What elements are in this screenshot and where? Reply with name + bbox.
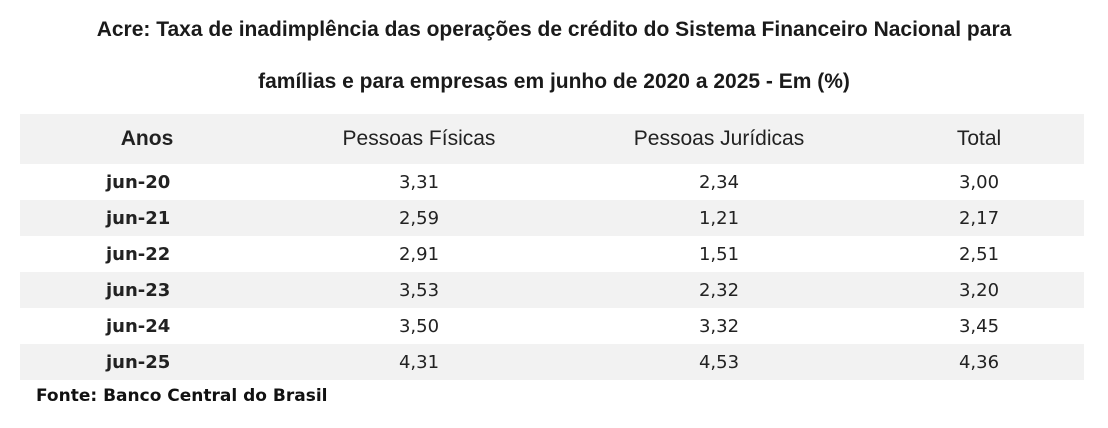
table-header-row: Anos Pessoas Físicas Pessoas Jurídicas T… [20,114,1084,164]
cell-total: 3,20 [874,272,1084,308]
cell-pessoas-fisicas: 3,53 [274,272,564,308]
table-row: jun-22 2,91 1,51 2,51 [20,236,1084,272]
cell-year: jun-25 [20,344,274,380]
chart-title-line-2: famílias e para empresas em junho de 202… [258,70,850,93]
header-pessoas-fisicas: Pessoas Físicas [274,114,564,164]
cell-pessoas-juridicas: 2,32 [564,272,874,308]
cell-total: 4,36 [874,344,1084,380]
table-row: jun-21 2,59 1,21 2,17 [20,200,1084,236]
cell-total: 2,17 [874,200,1084,236]
cell-pessoas-juridicas: 1,51 [698,243,740,265]
source-note: Fonte: Banco Central do Brasil [36,386,328,406]
cell-year: jun-23 [20,272,274,308]
header-anos: Anos [20,114,274,164]
table-row: jun-23 3,53 2,32 3,20 [20,272,1084,308]
header-total: Total [874,114,1084,164]
cell-pessoas-juridicas: 3,32 [698,315,740,337]
chart-title-line-1: Acre: Taxa de inadimplência das operaçõe… [96,18,1012,41]
cell-year: jun-21 [20,200,274,236]
cell-pessoas-fisicas: 3,50 [398,315,440,337]
header-pessoas-juridicas: Pessoas Jurídicas [564,114,874,164]
cell-pessoas-fisicas: 2,59 [274,200,564,236]
cell-year: jun-24 [106,315,171,337]
cell-year: jun-20 [106,171,171,193]
data-table: Anos Pessoas Físicas Pessoas Jurídicas T… [20,114,1084,380]
cell-pessoas-juridicas: 1,21 [564,200,874,236]
cell-total: 3,45 [958,315,1000,337]
table-row: jun-20 3,31 2,34 3,00 [20,164,1084,200]
cell-total: 3,00 [958,171,1000,193]
cell-pessoas-juridicas: 2,34 [698,171,740,193]
table-row: jun-25 4,31 4,53 4,36 [20,344,1084,380]
cell-pessoas-fisicas: 4,31 [274,344,564,380]
cell-pessoas-juridicas: 4,53 [564,344,874,380]
cell-pessoas-fisicas: 3,31 [398,171,440,193]
cell-total: 2,51 [958,243,1000,265]
cell-pessoas-fisicas: 2,91 [398,243,440,265]
cell-year: jun-22 [106,243,171,265]
table-row: jun-24 3,50 3,32 3,45 [20,308,1084,344]
